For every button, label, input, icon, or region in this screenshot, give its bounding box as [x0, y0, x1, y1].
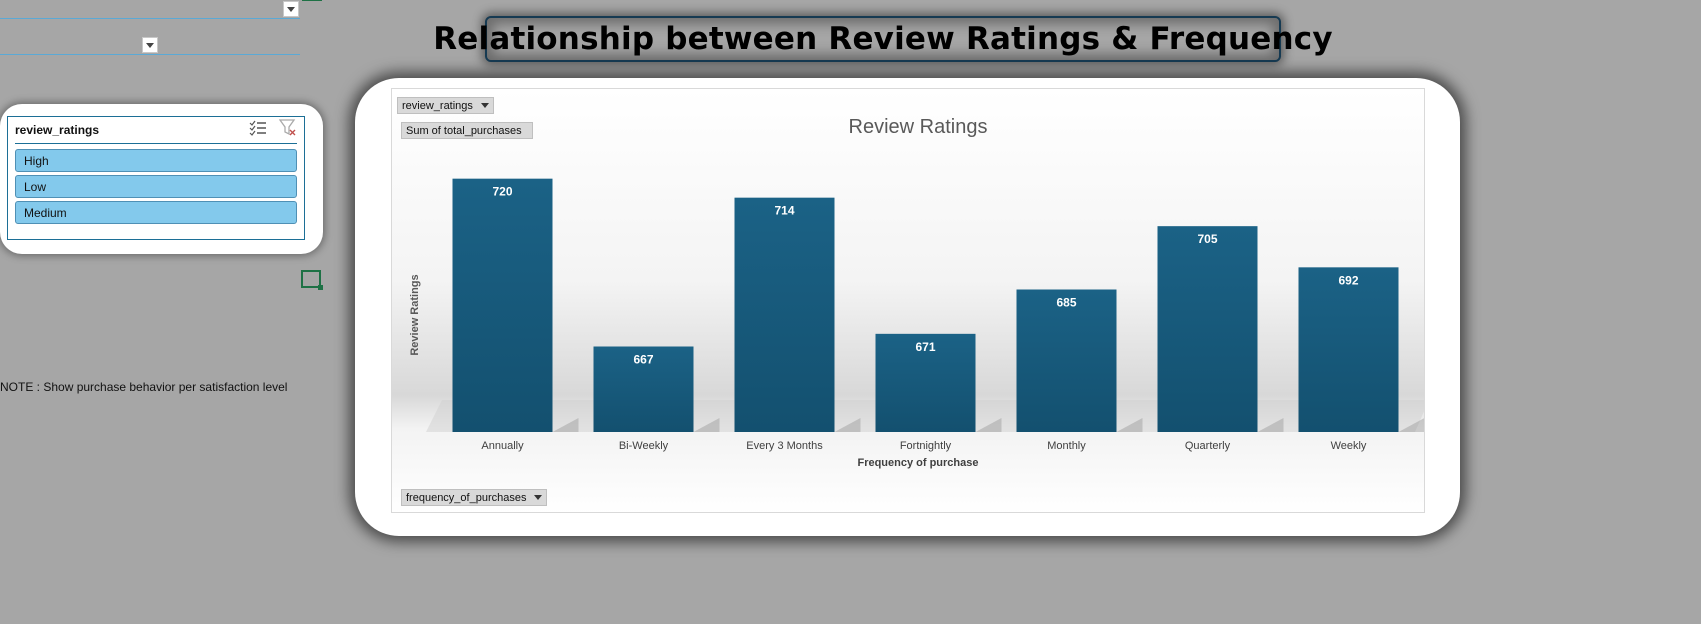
bar-every-3-months[interactable] [734, 197, 835, 432]
data-label: 685 [1056, 296, 1076, 310]
chart-title: Review Ratings [849, 116, 988, 138]
data-label: 720 [492, 185, 512, 199]
selected-cell[interactable] [301, 270, 323, 290]
dropdown-arrow-icon [534, 495, 543, 500]
bar-shadow [552, 418, 579, 432]
bar-monthly[interactable] [1016, 289, 1117, 433]
dashboard-title: Relationship between Review Ratings & Fr… [433, 21, 1333, 57]
review-ratings-slicer: review_ratings High Low Me [7, 116, 305, 240]
bar-shadow [693, 418, 720, 432]
data-label: 714 [774, 204, 794, 218]
bar-shadow [1398, 418, 1424, 432]
x-tick-label: Every 3 Months [746, 440, 823, 452]
x-axis-title: Frequency of purchase [857, 457, 978, 469]
slicer-item-low[interactable]: Low [15, 175, 297, 198]
x-tick-label: Quarterly [1185, 440, 1231, 452]
clear-filter-icon[interactable] [278, 118, 297, 142]
bar-quarterly[interactable] [1157, 226, 1258, 432]
data-label: 667 [633, 353, 653, 367]
bar-bi-weekly[interactable] [593, 346, 694, 433]
slicer-container: review_ratings High Low Me [0, 104, 323, 254]
note-text: NOTE : Show purchase behavior per satisf… [0, 380, 288, 394]
y-axis-title: Review Ratings [409, 274, 421, 355]
pivot-chart: 720 Annually 667 Bi-Weekly 714 Every 3 Months… [391, 88, 1425, 513]
sheet-border-line [0, 54, 300, 55]
bar-fortnightly[interactable] [875, 333, 976, 432]
slicer-item-high[interactable]: High [15, 149, 297, 172]
x-tick-label: Fortnightly [900, 440, 952, 452]
multi-select-icon[interactable] [249, 120, 267, 141]
filter-field-label: review_ratings [402, 99, 473, 112]
bar-shadow [1116, 418, 1143, 432]
bar-annually[interactable] [452, 178, 553, 432]
x-tick-label: Annually [481, 440, 524, 452]
x-tick-label: Monthly [1047, 440, 1086, 452]
dashboard-title-box: Relationship between Review Ratings & Fr… [433, 16, 1333, 62]
slicer-item-label: High [24, 153, 49, 168]
cell-selection-mark [302, 0, 322, 1]
chart-frame: 720 Annually 667 Bi-Weekly 714 Every 3 Months… [355, 78, 1460, 536]
bar-weekly[interactable] [1298, 267, 1399, 432]
axis-field-button[interactable]: frequency_of_purchases [401, 489, 548, 506]
filter-dropdown-button[interactable] [142, 37, 158, 53]
x-tick-label: Weekly [1331, 440, 1367, 452]
x-tick-label: Bi-Weekly [619, 440, 669, 452]
data-label: 692 [1338, 273, 1358, 287]
slicer-title: review_ratings [15, 123, 100, 137]
axis-field-label: frequency_of_purchases [406, 491, 527, 504]
data-label: 705 [1197, 232, 1217, 246]
slicer-item-label: Low [24, 179, 47, 194]
slicer-item-medium[interactable]: Medium [15, 201, 297, 224]
chart-svg: 720 Annually 667 Bi-Weekly 714 Every 3 Months… [392, 89, 1424, 512]
bar-shadow [834, 418, 861, 432]
values-field-label: Sum of total_purchases [406, 124, 522, 137]
sheet-border-line [0, 18, 300, 19]
values-field-button[interactable]: Sum of total_purchases [401, 122, 533, 139]
bar-shadow [1257, 418, 1284, 432]
slicer-header: review_ratings [15, 117, 297, 144]
bar-shadow [975, 418, 1002, 432]
filter-dropdown-button[interactable] [283, 1, 299, 17]
filter-field-button[interactable]: review_ratings [397, 97, 494, 114]
dropdown-arrow-icon [480, 103, 489, 108]
slicer-item-label: Medium [24, 205, 67, 220]
data-label: 671 [915, 340, 935, 354]
